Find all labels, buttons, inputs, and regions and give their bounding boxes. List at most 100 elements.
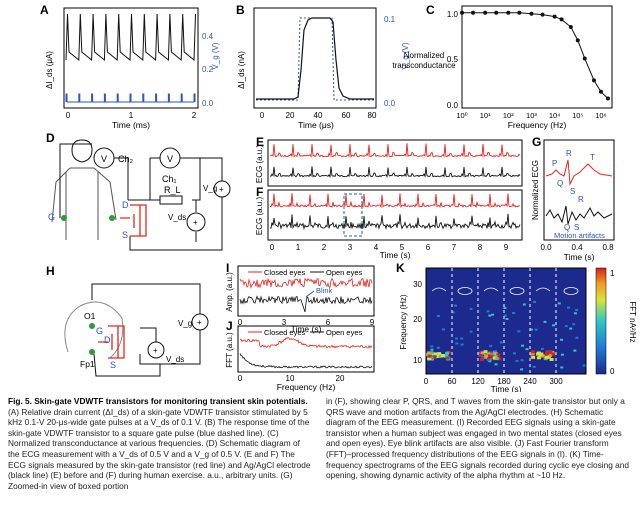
panel-k-xtick-3: 180 [497,377,511,386]
panel-d-vds-source [186,212,206,232]
panel-c-point-4 [506,10,511,15]
panel-f-ylabel: ECG (a.u.) [255,197,264,236]
panel-c-transconductance-line [462,12,609,99]
panel-k-cell [520,359,524,362]
panel-i-legend-open: Open eyes [326,268,363,277]
figure-canvas: A B C D E F G H I J K ΔI_ds (μA) V_g (V)… [40,3,637,392]
panel-k-cell [437,352,442,356]
panel-k-cell [430,348,434,351]
panel-k-cell [521,344,524,347]
panel-k-cell [534,328,538,331]
panel-a: ΔI_ds (μA) V_g (V) 0.0 0.2 0.4 0 1 2 Tim… [45,7,220,130]
panel-k-cell [551,352,556,356]
panel-d-ch2-meter [93,147,115,169]
panel-k-cell [557,302,561,305]
panel-k-cell [572,323,576,326]
panel-c-point-13 [591,78,596,83]
panel-a-ylabel-left: ΔI_ds (μA) [45,51,54,89]
panel-i-blink-label: Blink [316,286,333,295]
panel-k-cell [496,353,501,357]
panel-h-components: + V_g + V_ds O1 Fp1 G D S [80,311,209,370]
panel-h-vds-source [147,341,165,359]
panel-k-cell [433,352,438,356]
panel-label-i: I [226,261,229,275]
panel-f: ECG (a.u.) 0 1 2 3 4 5 6 7 8 9 Time (s) [255,189,523,260]
panel-d-components: V Ch₂ V Ch₁ R_L + V_g + V_ds D S G [48,147,231,240]
panel-k-ytick-0: 10 [413,356,422,365]
panel-k-cell [543,320,547,323]
panel-g-q-label: Q [557,179,563,188]
panel-k-closed-eye-icon-1 [431,287,447,292]
panel-c-points [460,10,610,101]
panel-j-frame [237,325,375,373]
panel-j-fft-open [239,353,373,369]
panel-k-cell [430,345,434,348]
panel-k-cell [499,341,503,344]
panel-d-wire-vds [192,199,197,242]
panel-k-cell [491,313,495,316]
panel-c-point-14 [598,89,603,94]
panel-e-ylabel: ECG (a.u.) [255,145,264,184]
panel-label-f: F [256,185,263,199]
panel-f-frame [267,189,523,241]
panel-k-cell [492,356,497,360]
panel-g-xtick-1: 0.4 [571,243,583,252]
panel-h-d-label: D [104,335,111,345]
panel-k-cell [432,356,437,360]
panel-d-ch2-label: Ch₂ [118,154,134,164]
panel-i-xtick-1: 3 [282,318,287,327]
panel-g-frame [543,139,615,241]
panel-k-cell [429,351,434,355]
panel-j-fft-closed [239,336,373,349]
panel-k-cell [445,351,450,355]
panel-i-xtick-2: 6 [326,318,331,327]
panel-j-xtick-1: 10 [286,374,295,383]
panel-k-ytick-2: 30 [413,280,422,289]
panel-c-point-8 [552,14,557,19]
panel-g-t-label: T [590,153,595,162]
panel-a-ylabel-right: V_g (V) [211,42,220,69]
panel-c-point-9 [559,17,564,22]
panel-k-cell [490,354,495,358]
panel-k-cell [515,359,519,362]
panel-j-legend-closed: Closed eyes [264,328,306,337]
panel-e-ecg-agcl [269,166,521,179]
panel-k-cell [549,358,554,361]
panel-k-cell [436,346,440,349]
panel-k-cell [545,355,549,359]
panel-f-xlabel: Time (s) [380,250,411,260]
panel-j-xlabel: Frequency (Hz) [277,382,336,392]
caption-right-column: in (F), showing clear P, QRS, and T wave… [326,396,629,481]
panel-b-ytick-1: 0.1 [384,15,396,24]
panel-d [51,139,223,251]
panel-c-ytick-2: 1.0 [447,10,459,19]
panel-k-xtick-5: 300 [549,377,563,386]
panel-f-ecg-transistor [269,193,521,209]
panel-c-xtick-4: 10⁴ [549,111,561,120]
panel-k-xtick-1: 60 [448,377,457,386]
panel-k-cell [522,303,526,306]
panel-k-cell [575,336,579,339]
panel-k-cell [478,354,483,357]
caption-left-body: (A) Relative drain current (ΔI_ds) of a … [8,406,311,491]
panel-g-s2-label: S [574,223,579,232]
panel-i-eeg-closed [239,277,373,289]
panel-k-cell [488,314,492,317]
panel-k-xtick-4: 240 [523,377,537,386]
panel-k-cell [548,350,553,354]
panel-k-cell [548,353,552,357]
panel-g-p-label: P [552,159,557,168]
panel-f-ecg-agcl [269,213,521,231]
panel-k-cell [431,358,434,361]
panel-k-cell [573,312,577,315]
panel-a-xtick-0: 0 [66,111,71,120]
panel-k-cell [545,352,549,356]
panel-b-xtick-0: 0 [260,111,265,120]
panel-i: Closed eyes Open eyes Blink Amp. (a.u.) … [225,265,375,334]
panel-h-transistor [98,325,125,359]
panel-b-current-trace [256,17,374,100]
panel-k-cell [478,351,481,354]
panel-a-frame [63,7,199,109]
panel-k-cell [469,307,473,310]
panel-k-cell [488,360,492,363]
